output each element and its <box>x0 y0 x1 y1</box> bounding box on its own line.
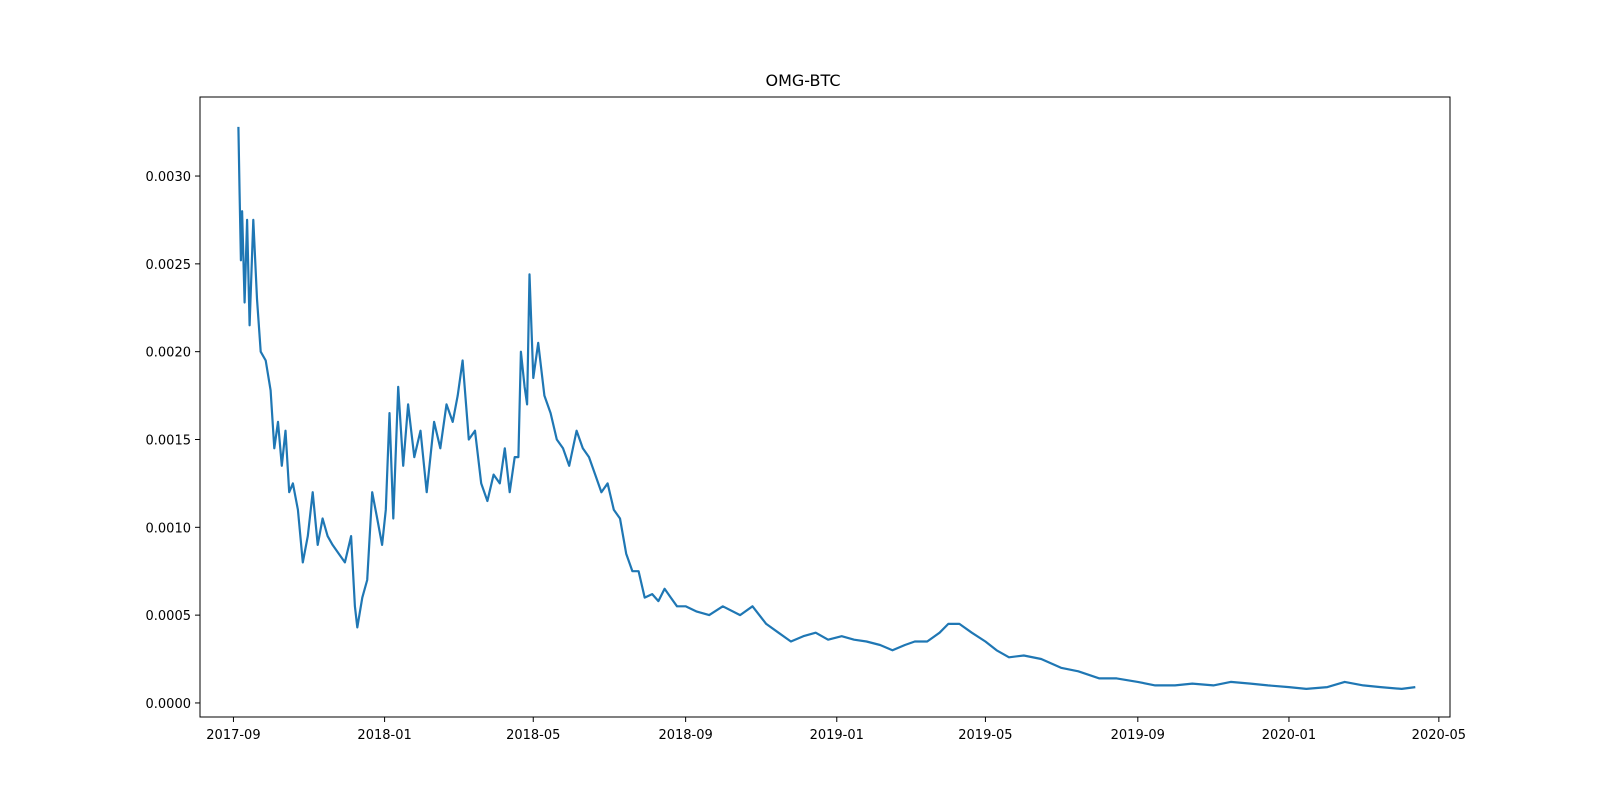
y-tick-label: 0.0030 <box>146 170 192 185</box>
x-tick-label: 2019-09 <box>1111 728 1165 743</box>
y-tick-label: 0.0025 <box>146 258 192 273</box>
x-tick-label: 2018-09 <box>658 728 712 743</box>
y-tick-label: 0.0010 <box>146 521 192 536</box>
y-tick-label: 0.0015 <box>146 433 192 448</box>
x-tick-label: 2019-01 <box>810 728 864 743</box>
y-tick-label: 0.0005 <box>146 609 192 624</box>
plot-area <box>237 126 1416 690</box>
x-tick-label: 2020-01 <box>1262 728 1316 743</box>
x-tick-label: 2018-05 <box>506 728 560 743</box>
x-axis: 2017-09 2018-01 2018-05 2018-09 2019-01 2019-… <box>206 717 1466 743</box>
x-tick-label: 2020-05 <box>1412 728 1466 743</box>
chart-title: OMG-BTC <box>766 71 841 90</box>
y-axis: 0.0000 0.0005 0.0010 0.0015 0.0020 0.0025 0.00… <box>146 170 200 712</box>
x-tick-label: 2019-05 <box>958 728 1012 743</box>
plot-frame <box>199 96 1451 718</box>
series-line-omg-btc <box>237 126 1416 690</box>
y-tick-label: 0.0020 <box>146 346 192 361</box>
x-tick-label: 2017-09 <box>206 728 260 743</box>
x-tick-label: 2018-01 <box>357 728 411 743</box>
y-tick-label: 0.0000 <box>146 697 192 712</box>
